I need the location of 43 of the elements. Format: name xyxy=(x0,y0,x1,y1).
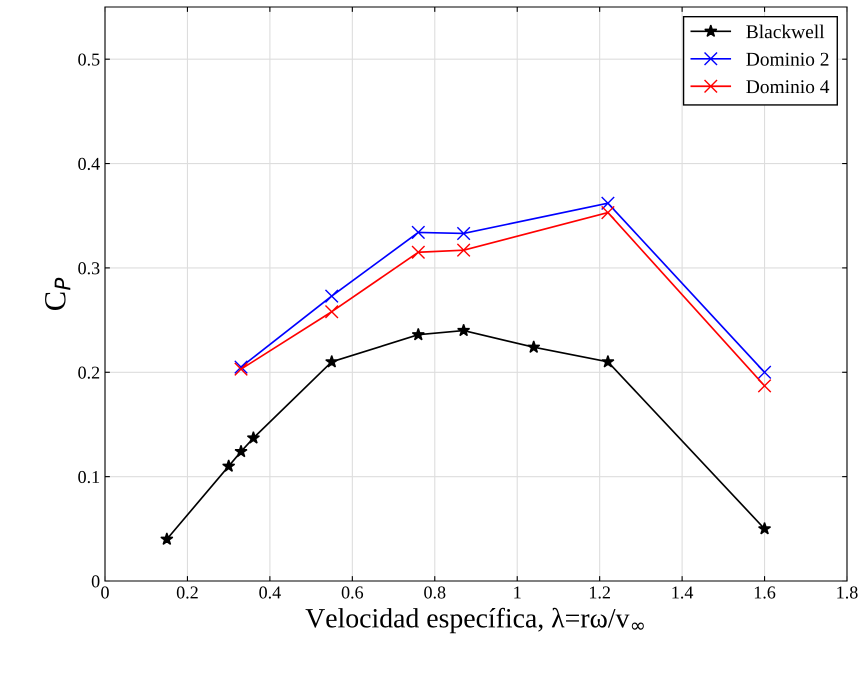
x-tick-label: 0 xyxy=(101,586,109,599)
point xyxy=(527,340,540,353)
point xyxy=(456,243,471,258)
point xyxy=(600,196,615,210)
point xyxy=(412,328,425,340)
y-tick-label: 0.4 xyxy=(78,158,100,170)
legend-label: Dominio 2 xyxy=(746,52,828,66)
point xyxy=(160,532,174,546)
point xyxy=(758,378,772,393)
legend-label: Dominio 4 xyxy=(746,80,830,94)
point xyxy=(600,206,615,220)
point xyxy=(324,289,339,304)
x-tick-label: 0.6 xyxy=(342,586,364,599)
point xyxy=(222,459,236,472)
x-tick-label: 0.4 xyxy=(259,586,281,599)
point xyxy=(758,522,772,535)
x-tick-label: 1.8 xyxy=(837,586,858,599)
x-tick-label: 0.8 xyxy=(424,586,446,599)
point xyxy=(234,362,248,376)
x-axis-title: Velocidad específica, λ=rω/v$_{∞}$ xyxy=(305,608,644,634)
y-tick-label: 0.5 xyxy=(78,53,100,66)
point xyxy=(234,360,248,374)
point xyxy=(324,304,339,319)
y-tick-label: 0.3 xyxy=(78,262,100,274)
y-tick-label: 0.1 xyxy=(78,470,100,484)
point xyxy=(411,225,426,240)
point xyxy=(456,226,471,240)
x-tick-label: 1.2 xyxy=(590,586,610,599)
x-tick-label: 0.2 xyxy=(176,586,198,599)
point xyxy=(246,431,260,444)
y-tick-label: 0.2 xyxy=(78,366,100,379)
point xyxy=(758,365,772,380)
y-tick-label: 0 xyxy=(92,575,100,588)
point xyxy=(234,444,248,458)
legend-label: Blackwell xyxy=(746,24,824,38)
y-axis-title: C$_{P}$ xyxy=(45,278,70,310)
point xyxy=(456,324,470,336)
point xyxy=(325,354,338,368)
point xyxy=(601,354,615,368)
x-tick-label: 1.4 xyxy=(672,586,694,599)
x-tick-label: 1.6 xyxy=(754,586,776,599)
point xyxy=(411,245,426,260)
x-tick-label: 1 xyxy=(514,586,521,598)
